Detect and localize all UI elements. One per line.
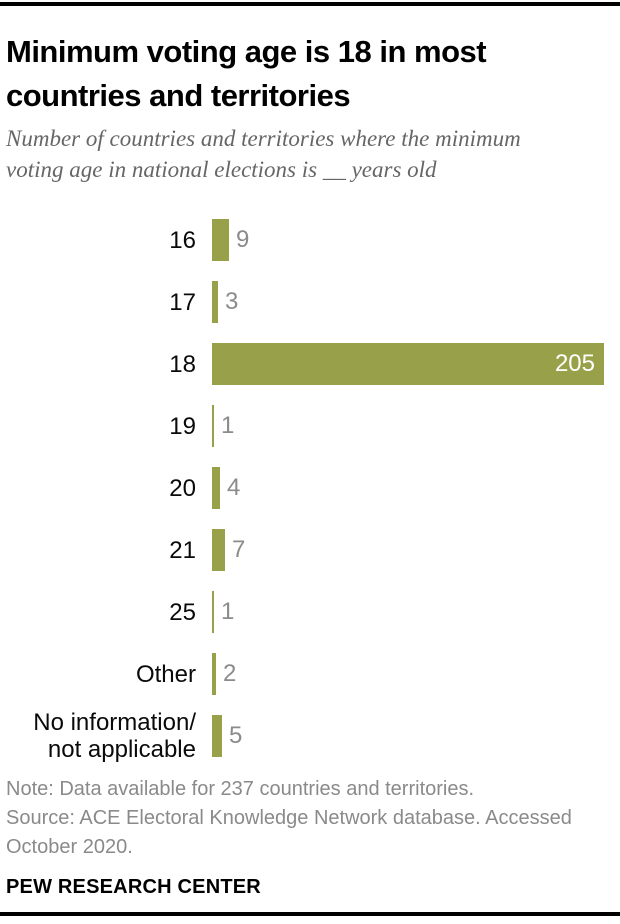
chart-row: No information/ not applicable 5 (6, 705, 614, 767)
category-label: 17 (169, 288, 196, 316)
chart-row: 17 3 (6, 271, 614, 333)
brand-label: PEW RESEARCH CENTER (6, 876, 261, 898)
top-rule (0, 2, 620, 6)
bar (212, 591, 214, 633)
category-label: Other (135, 660, 196, 688)
bar-track: 5 (212, 715, 242, 757)
footer: Note: Data available for 237 countries a… (0, 775, 620, 899)
category-label: 25 (169, 598, 196, 626)
chart-row: 20 4 (6, 457, 614, 519)
value-label: 4 (227, 474, 241, 501)
chart-row: 16 9 (6, 209, 614, 271)
chart-row: 21 7 (6, 519, 614, 581)
bar (212, 653, 216, 695)
value-label: 9 (236, 226, 250, 253)
chart-title: Minimum voting age is 18 in most countri… (6, 34, 487, 113)
chart-subtitle: Number of countries and territories wher… (6, 126, 521, 182)
bar (212, 529, 225, 571)
source-text: Source: ACE Electoral Knowledge Network … (6, 807, 572, 858)
bar (212, 467, 220, 509)
bar-track: 7 (212, 529, 245, 571)
category-label: No information/ not applicable (33, 709, 196, 763)
value-label: 2 (223, 660, 237, 687)
chart-row: 19 1 (6, 395, 614, 457)
bar (212, 219, 229, 261)
bottom-rule (0, 912, 620, 916)
value-label: 7 (232, 536, 246, 563)
category-label: 16 (169, 226, 196, 254)
bar (212, 405, 214, 447)
value-label: 1 (221, 412, 235, 439)
note-text: Note: Data available for 237 countries a… (6, 778, 475, 800)
bar (212, 281, 218, 323)
value-label: 5 (229, 722, 243, 749)
chart-row: 18 205 (6, 333, 614, 395)
value-label: 3 (225, 288, 239, 315)
chart-row: Other 2 (6, 643, 614, 705)
category-label: 20 (169, 474, 196, 502)
bar-track: 1 (212, 405, 234, 447)
bar-track: 9 (212, 219, 249, 261)
value-label: 205 (554, 350, 595, 377)
chart-row: 25 1 (6, 581, 614, 643)
bar-track: 3 (212, 281, 238, 323)
category-label: 18 (169, 350, 196, 378)
bar-track: 2 (212, 653, 236, 695)
category-label: 21 (169, 536, 196, 564)
value-label: 1 (221, 598, 235, 625)
chart-card: Minimum voting age is 18 in most countri… (0, 30, 620, 767)
bar-track: 205 (212, 343, 604, 385)
bar (212, 715, 222, 757)
category-label: 19 (169, 412, 196, 440)
bar-track: 4 (212, 467, 240, 509)
bar: 205 (212, 343, 604, 385)
bar-track: 1 (212, 591, 234, 633)
bar-chart: 16 9 17 3 18 205 19 1 20 4 21 (6, 209, 614, 767)
